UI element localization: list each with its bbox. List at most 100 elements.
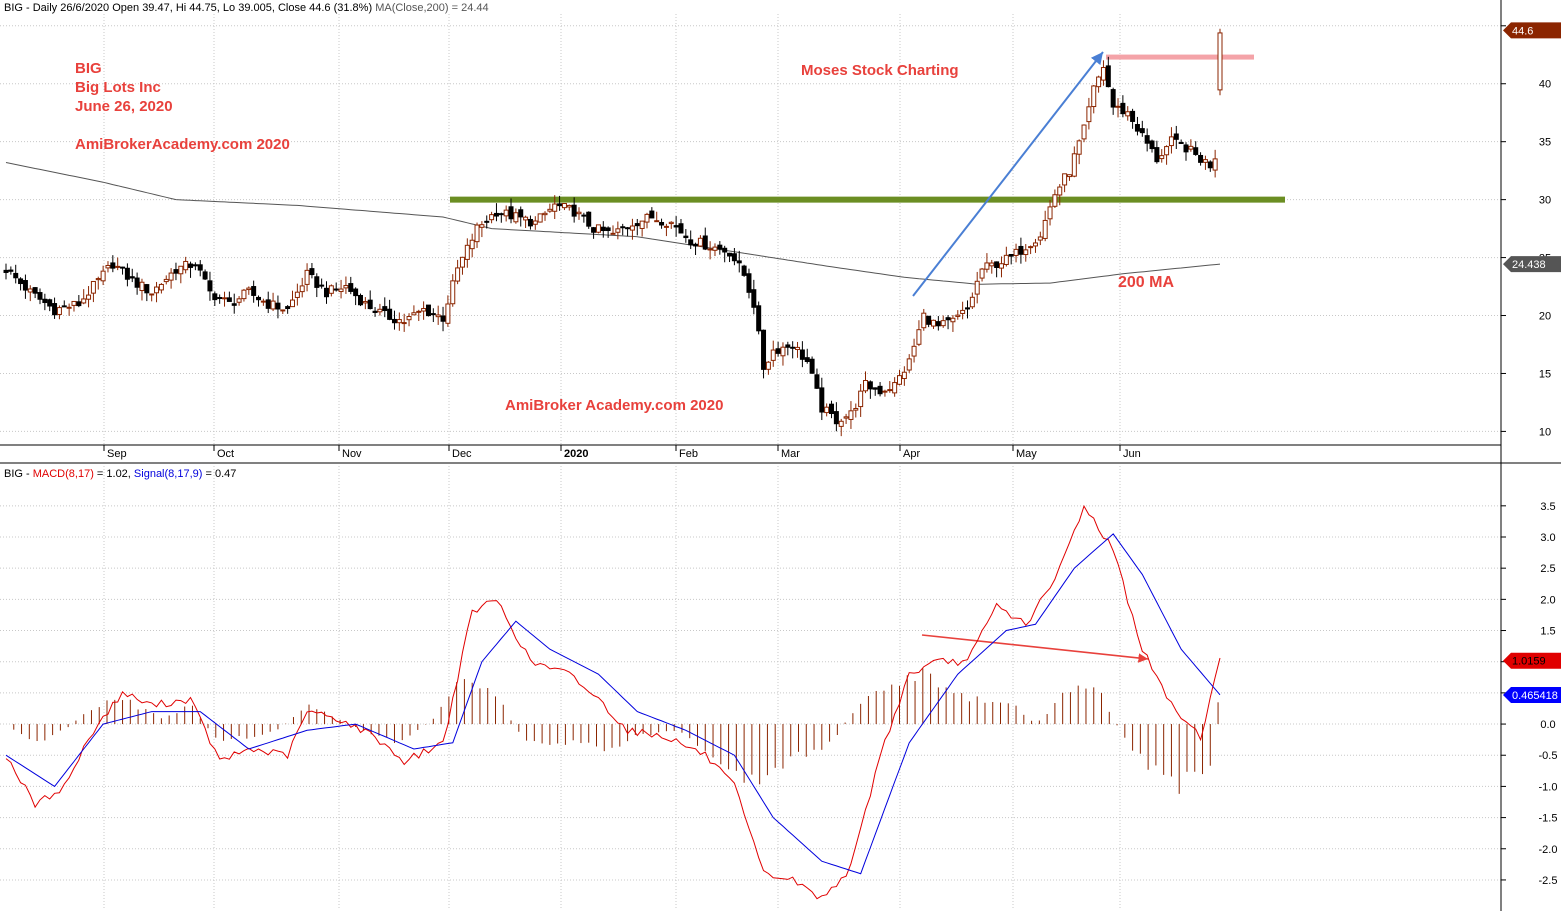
candle-down <box>173 269 179 274</box>
candle-down <box>357 294 363 306</box>
candle-up <box>105 264 111 269</box>
candle-down <box>8 269 14 272</box>
candle-down <box>129 276 135 279</box>
candle-down <box>197 264 203 271</box>
candle-up <box>561 202 567 209</box>
candle-down <box>527 218 533 227</box>
macd-tick-label: 2.0 <box>1540 594 1555 606</box>
candle-down <box>586 211 592 227</box>
signal-line <box>5 533 1221 875</box>
candle-up <box>401 322 407 325</box>
candle-down <box>683 235 689 239</box>
candle-down <box>751 289 757 308</box>
candle-up <box>1003 254 1009 265</box>
candle-down <box>799 349 805 360</box>
candle-up <box>984 262 990 270</box>
candle-up <box>178 265 184 275</box>
candle-up <box>916 329 922 345</box>
candle-down <box>1207 161 1213 169</box>
candle-up <box>1217 32 1223 91</box>
price-tick-label: 20 <box>1539 311 1551 323</box>
candle-down <box>314 276 320 288</box>
candle-up <box>343 285 349 289</box>
candle-down <box>1183 144 1189 153</box>
candle-up <box>406 316 412 321</box>
candle-up <box>464 244 470 260</box>
price-tick-label: 30 <box>1539 195 1551 207</box>
candle-up <box>1125 111 1131 117</box>
macd-grid <box>0 466 1501 908</box>
candle-down <box>693 243 699 247</box>
candle-up <box>469 239 475 250</box>
candle-up <box>489 214 495 221</box>
candle-down <box>192 264 198 267</box>
candle-up <box>158 283 164 291</box>
candle-down <box>678 223 684 234</box>
last-price-badge-shape <box>1503 22 1561 39</box>
candle-up <box>1086 106 1092 123</box>
macd-header: BIG - MACD(8,17) = 1.02, Signal(8,17,9) … <box>4 468 236 480</box>
candle-up <box>71 300 77 306</box>
candle-down <box>18 278 24 285</box>
candle-down <box>484 220 490 223</box>
level-layer <box>450 54 1285 203</box>
candle-up <box>513 212 519 223</box>
candle-up <box>930 319 936 327</box>
candle-up <box>95 278 101 281</box>
candle-up <box>1081 124 1087 140</box>
candle-down <box>625 227 631 230</box>
candle-up <box>280 309 286 312</box>
candle-up <box>1032 242 1038 247</box>
ma200-line <box>5 162 1221 285</box>
candle-up <box>459 256 465 268</box>
candle-up <box>1164 146 1170 156</box>
candle-up <box>1202 159 1208 163</box>
candle-up <box>290 299 296 308</box>
candle-up <box>697 237 703 247</box>
candle-down <box>591 227 597 233</box>
candle-down <box>994 261 1000 268</box>
candle-up <box>503 209 509 217</box>
candle-down <box>37 292 43 300</box>
candle-down <box>353 288 359 297</box>
candle-up <box>115 265 121 268</box>
candle-up <box>552 203 558 212</box>
candle-up <box>1037 236 1043 241</box>
candle-down <box>275 302 281 310</box>
candle-down <box>256 296 262 301</box>
candle-up <box>270 300 276 310</box>
candle-down <box>1110 89 1116 108</box>
candle-down <box>1149 140 1155 150</box>
candle-up <box>304 269 310 285</box>
candle-up <box>1091 85 1097 108</box>
candle-up <box>644 213 650 223</box>
candle-up <box>416 310 422 313</box>
candle-down <box>372 310 378 313</box>
candle-up <box>86 294 92 300</box>
annotation-ticker: BIG <box>75 60 102 77</box>
candle-down <box>1008 253 1014 257</box>
resistance-line <box>1106 54 1254 60</box>
candle-down <box>785 344 791 348</box>
candle-down <box>323 287 329 298</box>
candle-up <box>411 312 417 316</box>
candle-down <box>867 381 873 390</box>
candle-up <box>892 382 898 394</box>
candle-down <box>134 277 140 288</box>
candle-up <box>1052 194 1058 207</box>
date-tick-label: Apr <box>903 448 920 460</box>
candle-up <box>989 262 995 267</box>
candle-down <box>42 298 48 304</box>
candle-down <box>285 306 291 310</box>
macd-tick-label: 3.5 <box>1540 501 1555 513</box>
price-tick-label: 40 <box>1539 79 1551 91</box>
candle-up <box>523 216 529 221</box>
candle-up <box>765 361 771 370</box>
price-tick-label: 15 <box>1539 368 1551 380</box>
candle-down <box>1198 154 1204 163</box>
candle-up <box>1071 153 1077 177</box>
candle-down <box>382 306 388 312</box>
